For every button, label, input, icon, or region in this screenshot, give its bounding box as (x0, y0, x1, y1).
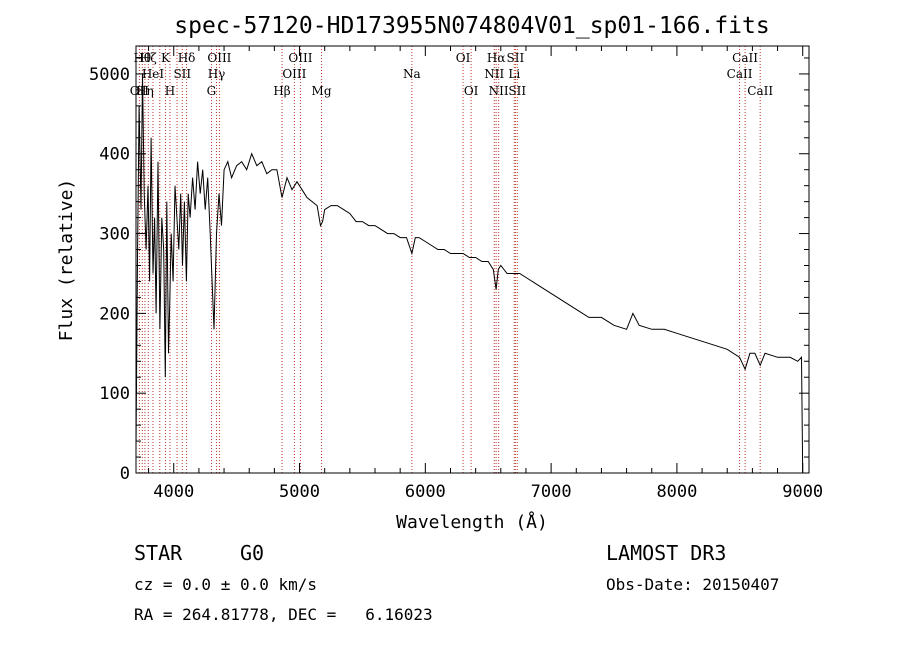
obs-date: Obs-Date: 20150407 (606, 575, 779, 594)
x-tick-label: 5000 (279, 482, 320, 502)
y-tick-label: 5000 (89, 65, 130, 85)
line-label: Hδ (178, 51, 196, 65)
line-label: H (165, 84, 175, 98)
y-tick-label: 300 (99, 225, 130, 245)
line-label: Hγ (208, 67, 226, 81)
x-tick-label: 6000 (405, 482, 446, 502)
line-label: G (207, 84, 217, 98)
line-label: OI (456, 51, 471, 65)
x-tick-label: 7000 (531, 482, 572, 502)
line-label: OII (130, 84, 150, 98)
line-label: OI (464, 84, 479, 98)
line-label: Hθ (133, 51, 151, 65)
y-tick-label: 0 (120, 464, 130, 484)
line-label: Li (508, 67, 520, 81)
line-label: NII (489, 84, 509, 98)
y-tick-label: 400 (99, 145, 130, 165)
x-tick-label: 8000 (656, 482, 697, 502)
line-label: NII (484, 67, 504, 81)
line-label: SII (508, 84, 526, 98)
y-tick-label: 100 (99, 384, 130, 404)
line-label: SII (507, 51, 525, 65)
x-axis-label: Wavelength (Å) (396, 511, 548, 533)
line-label: CaII (727, 67, 753, 81)
line-label: CaII (747, 84, 773, 98)
spectral-line-markers (138, 46, 761, 473)
line-label: SII (173, 67, 191, 81)
line-label: OIII (288, 51, 312, 65)
line-label: Hα (487, 51, 506, 65)
object-type: STAR (134, 541, 183, 565)
y-axis-label: Flux (relative) (56, 179, 77, 342)
line-label: Mg (312, 84, 332, 98)
line-label: CaII (732, 51, 758, 65)
spectral-subclass: G0 (240, 541, 264, 565)
survey-name: LAMOST DR3 (606, 541, 726, 565)
coordinates: RA = 264.81778, DEC = 6.16023 (134, 605, 433, 624)
line-label: K (161, 51, 171, 65)
line-label: Hζ (140, 51, 157, 65)
x-tick-label: 9000 (782, 482, 823, 502)
x-axis-ticks: 4000 5000 6000 7000 8000 9000 (148, 46, 823, 502)
spectrum-series-line (135, 73, 804, 474)
y-axis-ticks: 0 100 200 300 400 5000 (89, 57, 809, 484)
line-label: OIII (207, 51, 231, 65)
x-tick-label: 4000 (153, 482, 194, 502)
line-label: Hβ (273, 84, 290, 98)
y-tick-label: 200 (99, 304, 130, 324)
redshift-info: cz = 0.0 ± 0.0 km/s (134, 575, 317, 594)
line-label: Hη (136, 84, 154, 98)
plot-frame (135, 45, 810, 474)
line-label: OIII (282, 67, 306, 81)
line-label: Na (403, 67, 421, 81)
chart-title: spec-57120-HD173955N074804V01_sp01-166.f… (174, 13, 769, 39)
line-label: HeI (142, 67, 165, 81)
